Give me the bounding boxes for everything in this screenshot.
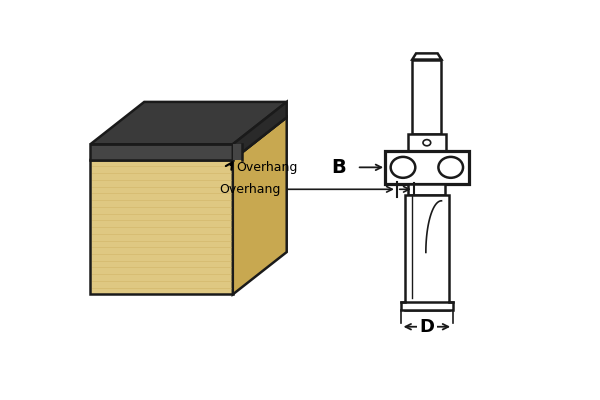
Bar bbox=[412, 60, 442, 134]
Polygon shape bbox=[91, 117, 287, 160]
Bar bbox=[404, 195, 449, 310]
Bar bbox=[91, 160, 233, 294]
Text: D: D bbox=[419, 318, 434, 336]
Polygon shape bbox=[91, 102, 287, 144]
Text: Overhang: Overhang bbox=[219, 183, 281, 196]
Bar bbox=[385, 151, 469, 184]
Bar bbox=[401, 302, 453, 310]
Polygon shape bbox=[233, 102, 287, 160]
Text: B: B bbox=[331, 158, 346, 177]
Bar bbox=[407, 134, 446, 151]
Bar bbox=[91, 144, 233, 160]
Polygon shape bbox=[233, 144, 242, 160]
Bar bbox=[409, 184, 445, 195]
Ellipse shape bbox=[423, 140, 431, 146]
Polygon shape bbox=[412, 53, 442, 60]
Text: Overhang: Overhang bbox=[236, 161, 298, 174]
Ellipse shape bbox=[391, 157, 415, 178]
Ellipse shape bbox=[439, 157, 463, 178]
Polygon shape bbox=[233, 117, 287, 294]
